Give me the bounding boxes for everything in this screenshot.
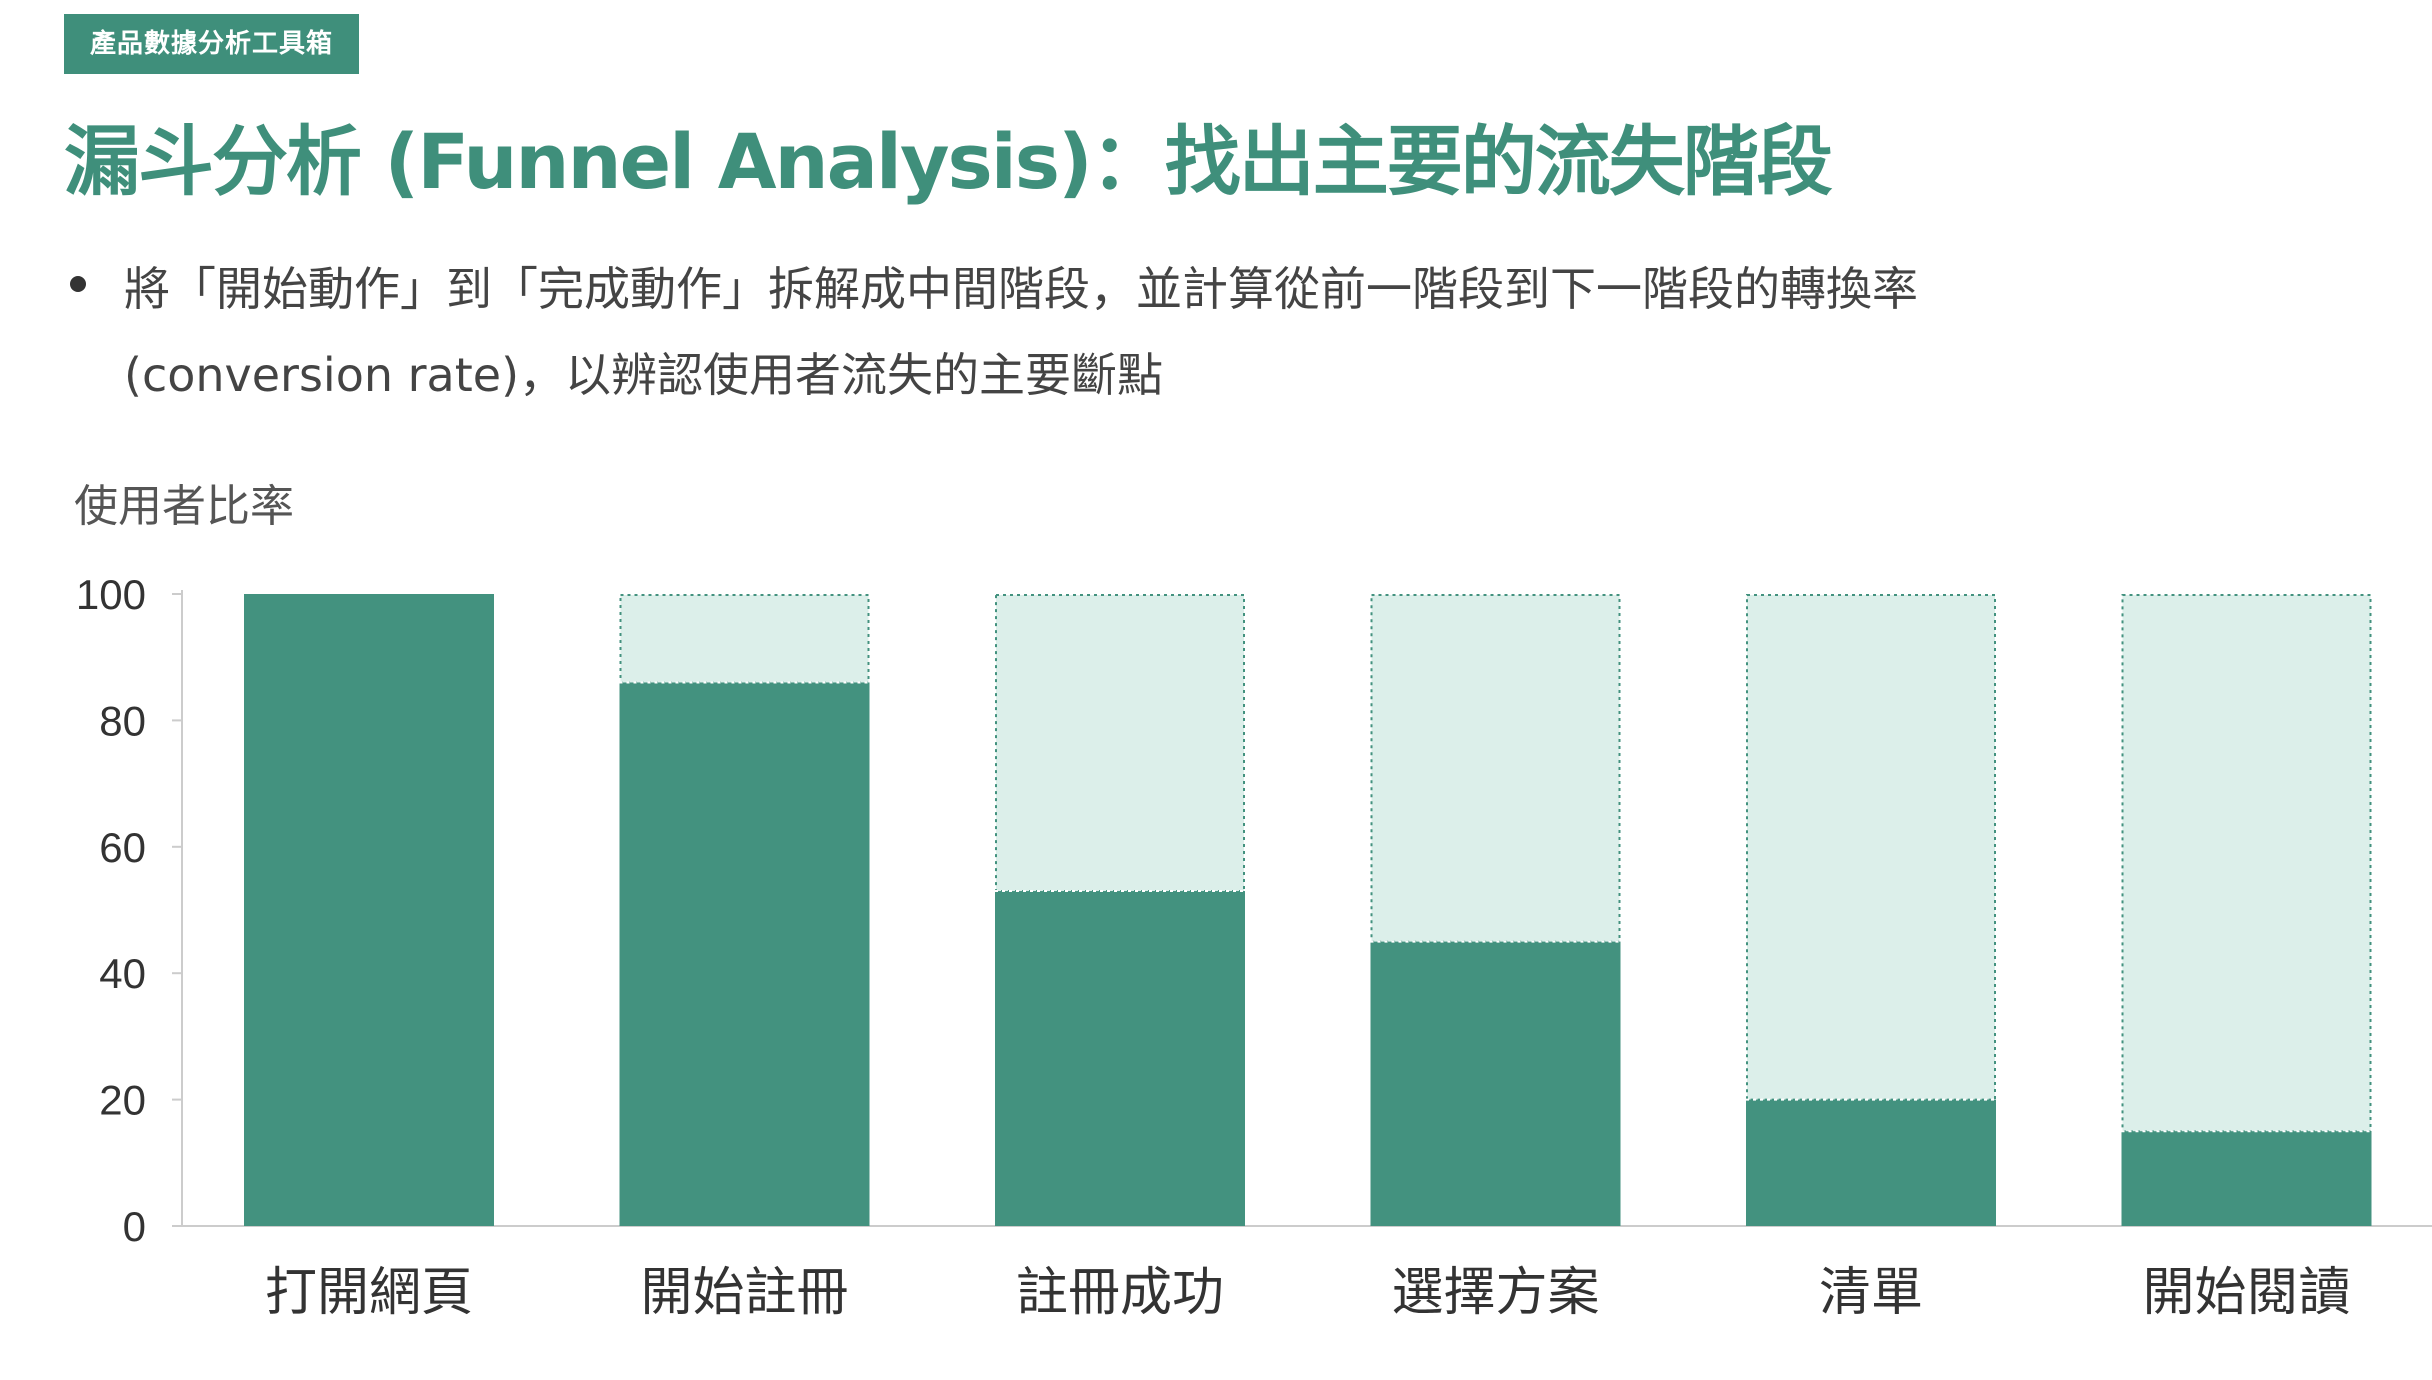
y-tick-label: 100 xyxy=(76,571,146,618)
x-tick-label: 開始閱讀 xyxy=(2142,1263,2350,1323)
bar xyxy=(2121,1131,2372,1226)
y-tick-label: 40 xyxy=(99,950,146,997)
x-tick-label: 開始註冊 xyxy=(640,1263,848,1323)
bar xyxy=(619,682,870,1226)
bullet-line-1: 將「開始動作」到「完成動作」拆解成中間階段，並計算從前一階段到下一階段的轉換率 xyxy=(124,262,1918,316)
bar-dropoff xyxy=(2121,594,2372,1133)
x-tick-label: 打開網頁 xyxy=(265,1263,473,1323)
bar xyxy=(1746,1099,1996,1226)
bar-dropoff xyxy=(995,594,1245,893)
bullet-text: 將「開始動作」到「完成動作」拆解成中間階段，並計算從前一階段到下一階段的轉換率 … xyxy=(124,246,2284,418)
bar xyxy=(995,891,1245,1226)
y-tick-label: 20 xyxy=(99,1077,146,1124)
x-tick-label: 註冊成功 xyxy=(1016,1263,1224,1323)
y-tick-label: 0 xyxy=(123,1203,146,1250)
y-tick-label: 80 xyxy=(99,697,146,744)
page-title: 漏斗分析 (Funnel Analysis)：找出主要的流失階段 xyxy=(64,117,1833,206)
bar xyxy=(1370,941,1621,1226)
bullet-dot xyxy=(70,276,86,292)
bar-dropoff xyxy=(1370,594,1621,943)
category-tag: 產品數據分析工具箱 xyxy=(64,14,360,74)
y-axis-title: 使用者比率 xyxy=(74,481,294,532)
bar-dropoff xyxy=(619,594,870,684)
y-tick-label: 60 xyxy=(99,824,146,871)
bullet-line-2: (conversion rate)，以辨認使用者流失的主要斷點 xyxy=(124,348,1164,402)
x-tick-label: 選擇方案 xyxy=(1391,1263,1599,1323)
bar-dropoff xyxy=(1746,594,1996,1101)
x-tick-label: 清單 xyxy=(1819,1263,1923,1323)
bar xyxy=(244,594,494,1226)
